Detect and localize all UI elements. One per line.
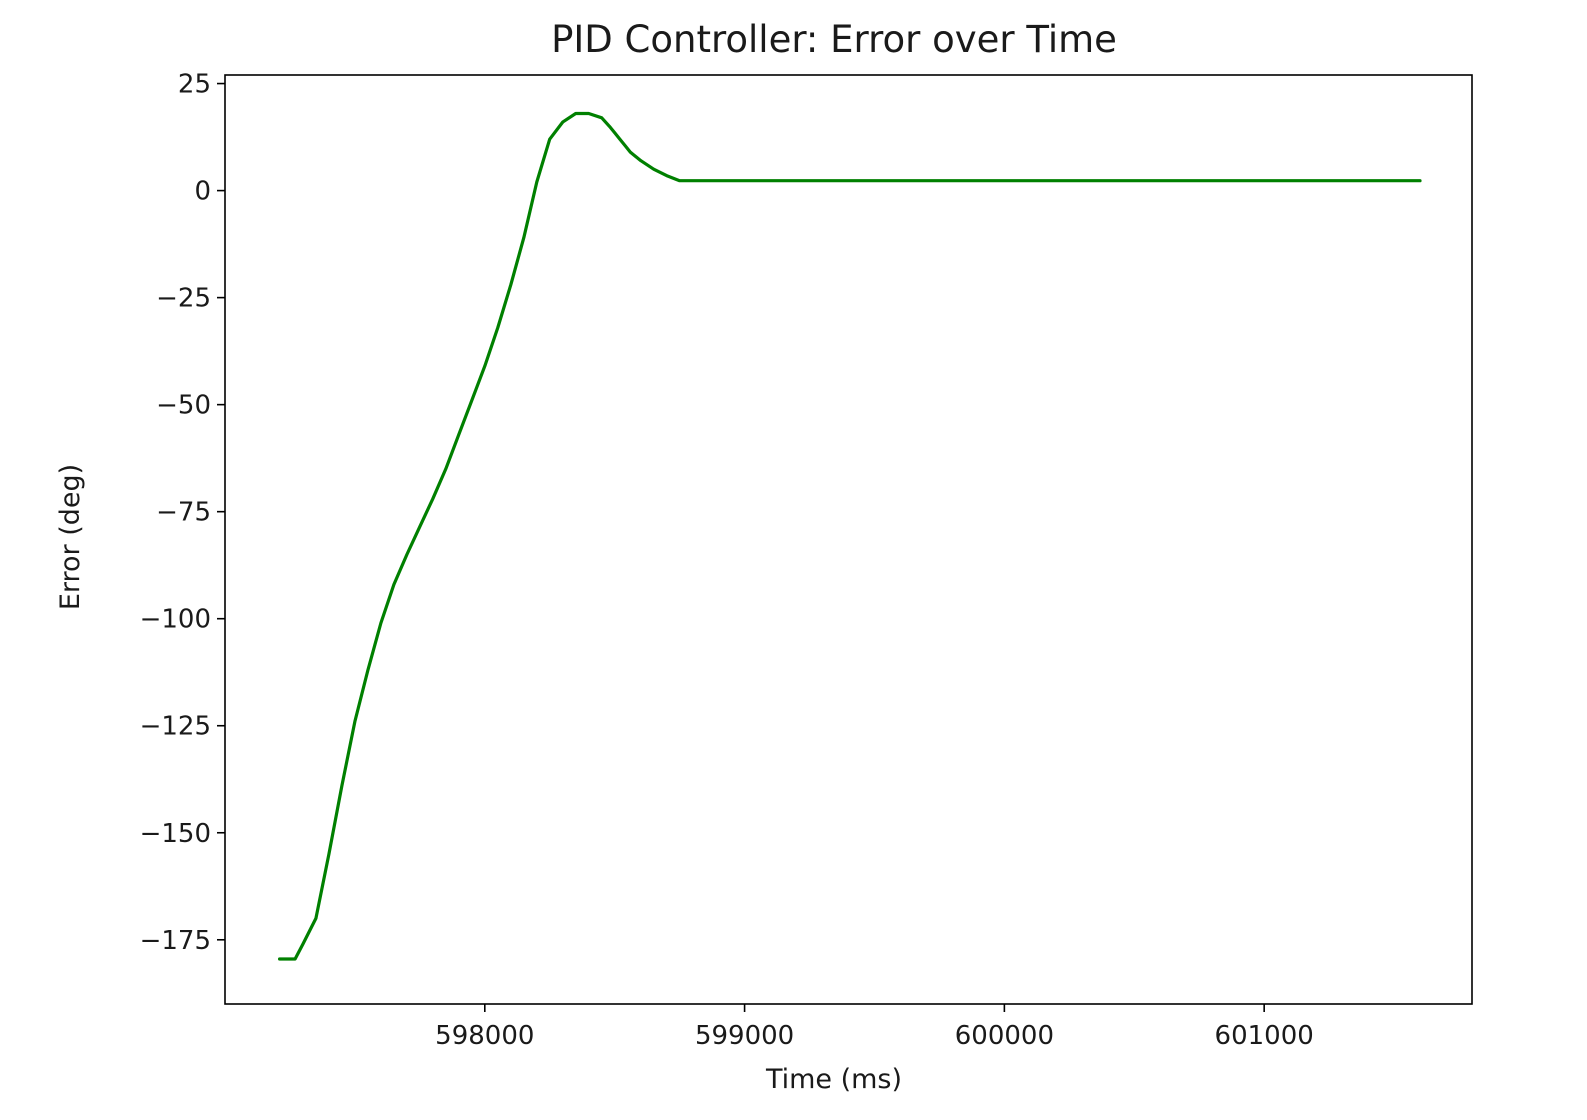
x-axis: 598000 599000 600000 601000 xyxy=(435,1004,1314,1051)
x-tick-label: 601000 xyxy=(1215,1021,1314,1051)
y-tick-label: 0 xyxy=(194,177,211,207)
y-tick-label: −50 xyxy=(156,391,211,421)
x-tick-label: 600000 xyxy=(955,1021,1054,1051)
y-tick-label: −25 xyxy=(156,284,211,314)
plot-area-frame xyxy=(224,74,1473,1005)
error-series-line xyxy=(278,111,1422,961)
y-axis: 25 0 −25 −50 −75 −100 −125 −150 −175 xyxy=(140,70,225,956)
y-tick-label: −125 xyxy=(140,712,211,742)
y-tick-label: −175 xyxy=(140,926,211,956)
x-tick-label: 598000 xyxy=(435,1021,534,1051)
chart-title: PID Controller: Error over Time xyxy=(551,18,1117,61)
y-tick-label: 25 xyxy=(178,70,211,100)
y-tick-label: −75 xyxy=(156,498,211,528)
x-tick-label: 599000 xyxy=(695,1021,794,1051)
x-axis-label: Time (ms) xyxy=(765,1064,902,1095)
y-tick-label: −150 xyxy=(140,819,211,849)
y-axis-label: Error (deg) xyxy=(55,464,86,610)
y-tick-label: −100 xyxy=(140,605,211,635)
